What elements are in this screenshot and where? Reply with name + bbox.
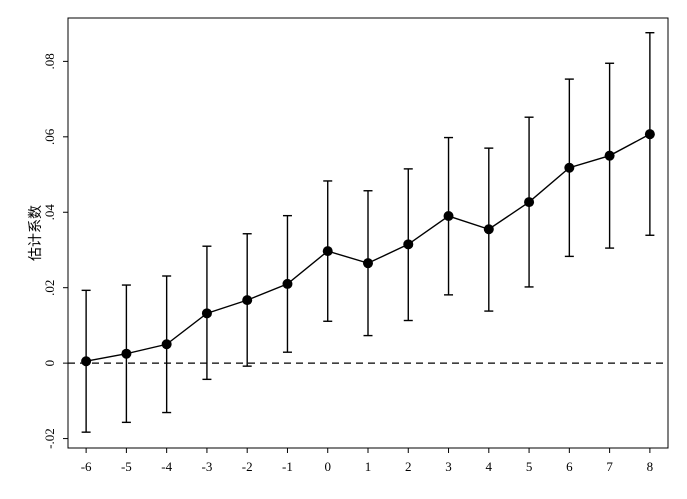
data-point [564, 162, 575, 173]
x-tick-label: -2 [242, 459, 253, 474]
x-tick-label: 3 [445, 459, 452, 474]
data-point [363, 258, 373, 269]
y-axis-title: 估计系数 [28, 205, 44, 261]
x-tick-label: 4 [486, 459, 493, 474]
y-tick-label: .04 [42, 204, 57, 221]
x-tick-label: -6 [81, 459, 92, 474]
data-point [443, 211, 454, 222]
y-tick-label: .06 [42, 128, 57, 145]
x-tick-label: -1 [282, 459, 293, 474]
y-tick-label: .08 [42, 53, 57, 69]
x-tick-label: 0 [324, 459, 331, 474]
data-point [161, 339, 172, 350]
y-tick-label: 0 [42, 360, 57, 367]
data-point [121, 348, 132, 359]
x-tick-label: 8 [647, 459, 654, 474]
data-point [604, 150, 615, 161]
data-point [322, 246, 333, 257]
x-tick-label: -5 [121, 459, 132, 474]
y-tick-label: .02 [42, 280, 57, 296]
x-tick-label: -3 [202, 459, 213, 474]
data-point [644, 129, 655, 140]
data-point [81, 356, 92, 367]
data-point [282, 278, 293, 289]
x-tick-label: 5 [526, 459, 533, 474]
data-point [403, 239, 414, 250]
x-tick-label: -4 [161, 459, 172, 474]
data-point [201, 308, 212, 319]
y-tick-label: -.02 [42, 428, 57, 449]
x-tick-label: 1 [365, 459, 372, 474]
data-point [524, 197, 535, 208]
x-tick-label: 2 [405, 459, 412, 474]
y-axis: -.02 0 .02 .04 .06 .08 [42, 53, 68, 449]
x-tick-label: 6 [566, 459, 573, 474]
coefficient-points [81, 129, 655, 367]
data-point [242, 295, 253, 306]
data-point [483, 224, 494, 235]
confidence-intervals [81, 32, 655, 433]
x-axis: -6 -5 -4 -3 -2 -1 0 1 2 3 4 5 6 7 8 [81, 448, 653, 474]
x-tick-label: 7 [606, 459, 613, 474]
